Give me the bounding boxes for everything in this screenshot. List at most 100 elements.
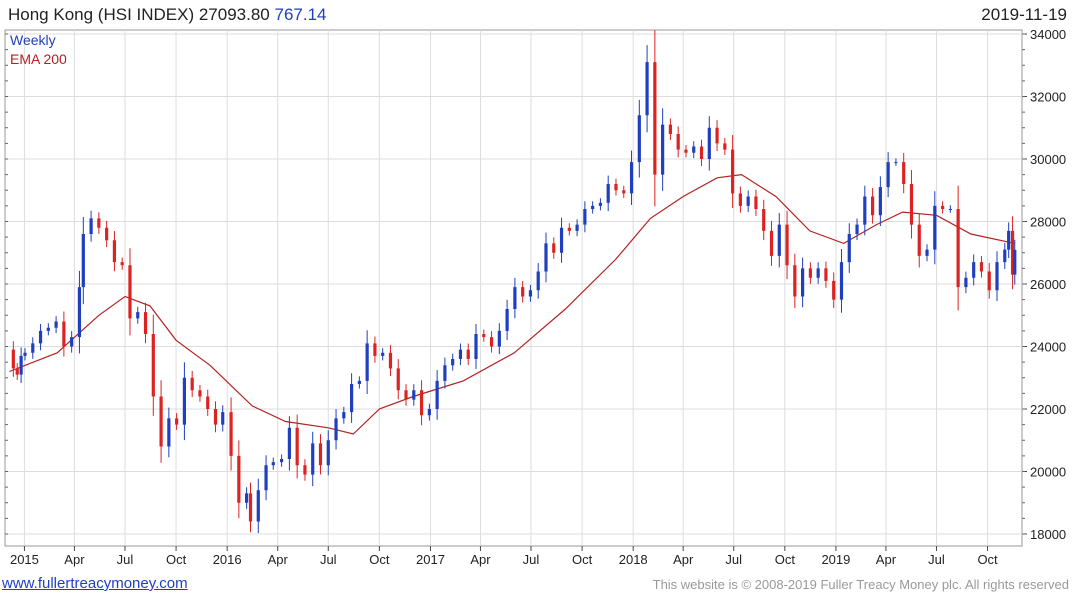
y-tick-label: 34000 (1030, 27, 1066, 42)
candle-body (62, 321, 66, 347)
candle-body (229, 412, 233, 456)
candle-body (245, 493, 249, 503)
candle-body (909, 184, 914, 225)
candle-body (11, 349, 15, 369)
candle-body (894, 162, 898, 164)
candle-body (528, 290, 533, 297)
candle-body (832, 280, 836, 300)
candle-body (902, 162, 906, 184)
chart-title: Hong Kong (HSI INDEX) 27093.80 767.14 (8, 5, 327, 25)
candle-body (81, 234, 85, 288)
candle-body (544, 243, 548, 272)
candle-body (723, 143, 727, 150)
candle-body (692, 146, 696, 153)
candle-body (151, 334, 155, 397)
candle-body (777, 224, 781, 256)
candle-body (731, 149, 735, 194)
candle-body (583, 209, 587, 225)
footer-link[interactable]: www.fullertreacymoney.com (2, 575, 188, 592)
candle-body (661, 124, 665, 175)
x-tick-label: 2017 (416, 552, 445, 567)
candle-body (466, 349, 470, 359)
candle-body (521, 287, 525, 297)
candle-body (622, 190, 626, 194)
candle-body (38, 330, 43, 344)
candle-body (404, 390, 408, 400)
candle-body (19, 355, 23, 375)
candle-body (886, 162, 890, 188)
candle-body (23, 352, 27, 356)
candle-body (280, 459, 284, 463)
x-tick-label: Oct (572, 552, 593, 567)
candle-body (264, 465, 268, 491)
candle-body (808, 268, 812, 278)
x-tick-label: Oct (775, 552, 796, 567)
candle-body (198, 390, 202, 397)
candle-body (839, 262, 844, 300)
candle-body (637, 115, 641, 163)
candle-body (381, 352, 385, 356)
x-tick-label: 2019 (821, 552, 850, 567)
candle-body (326, 440, 330, 466)
candle-body (1007, 230, 1011, 250)
candle-body (182, 377, 187, 425)
candle-body (287, 427, 291, 459)
candle-body (591, 205, 595, 209)
candle-body (1013, 249, 1017, 275)
y-tick-label: 26000 (1030, 277, 1066, 292)
candle-body (715, 127, 719, 144)
x-tick-label: 2016 (213, 552, 242, 567)
y-tick-label: 32000 (1030, 90, 1066, 105)
x-tick-label: Oct (166, 552, 187, 567)
candle-body (668, 124, 673, 134)
legend-ema: EMA 200 (10, 51, 67, 67)
candle-body (754, 196, 758, 209)
candle-body (419, 390, 424, 416)
candle-body (427, 409, 431, 416)
candle-body (489, 337, 494, 347)
candle-body (365, 343, 369, 381)
candle-body (863, 196, 867, 225)
ema200-line (9, 173, 1015, 435)
candle-body (940, 205, 945, 209)
candle-body (349, 384, 354, 413)
candle-body (606, 184, 610, 203)
candle-body (699, 146, 704, 159)
candle-body (948, 209, 952, 210)
candle-body (295, 427, 299, 466)
y-tick-label: 20000 (1030, 465, 1066, 480)
candle-body (221, 412, 225, 425)
candle-body (513, 287, 517, 309)
candle-body (357, 380, 361, 384)
title-text: Hong Kong (HSI INDEX) 27093.80 (8, 5, 270, 24)
axes: 18000 20000 22000 24000 26000 28000 30000 32000… (5, 27, 1066, 567)
candle-body (482, 334, 486, 338)
candle-body (964, 277, 968, 288)
candle-body (70, 337, 74, 347)
candle-body (987, 271, 991, 291)
grid (5, 30, 1022, 546)
candle-body (769, 230, 774, 256)
candle-body (46, 327, 50, 331)
candle-body (54, 321, 58, 328)
candle-body (645, 62, 649, 116)
candle-body (213, 409, 218, 425)
candle-body (388, 352, 393, 369)
candle-body (342, 412, 346, 419)
candles (11, 30, 1017, 534)
candle-body (143, 312, 148, 334)
candle-body (559, 227, 564, 253)
candle-body (979, 262, 984, 272)
candle-body (824, 268, 828, 281)
candle-body (474, 334, 478, 359)
ema-layer (9, 173, 1015, 435)
x-tick-label: Oct (977, 552, 998, 567)
x-tick-label: Jul (725, 552, 742, 567)
candle-body (248, 493, 253, 522)
candle-body (738, 193, 742, 206)
candle-body (707, 127, 711, 159)
title-change: 767.14 (274, 5, 327, 24)
candle-body (505, 309, 509, 331)
candle-body (15, 368, 19, 375)
x-tick-label: Jul (117, 552, 134, 567)
